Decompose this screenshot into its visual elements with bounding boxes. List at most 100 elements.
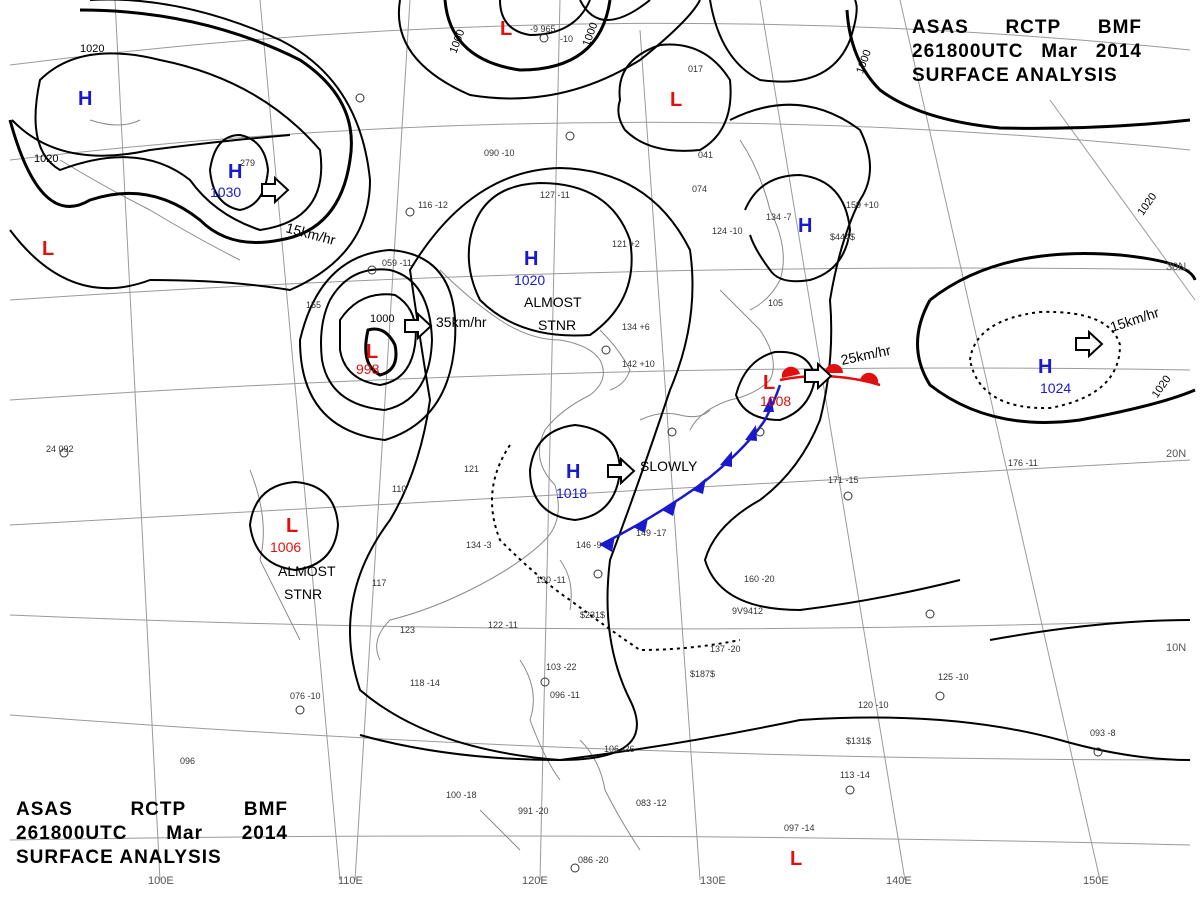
station-reading: 134 -7 [766, 212, 792, 222]
movement-status-line1: ALMOST [278, 563, 336, 579]
lat-label: 10N [1166, 642, 1186, 654]
station-reading: 279 [240, 158, 255, 168]
station-reading: 142 +10 [622, 359, 655, 369]
station-marker [845, 785, 855, 795]
station-marker [601, 345, 611, 355]
warm-front-bump [781, 366, 800, 378]
isobars-thick [8, 0, 1197, 424]
station-reading: 991 -20 [518, 806, 549, 816]
low-center-value: 1006 [270, 539, 301, 555]
station-reading: $187$ [690, 669, 715, 679]
station-reading: 155 [306, 300, 321, 310]
high-center-value: 1030 [210, 184, 241, 200]
station-marker [59, 448, 69, 458]
station-reading: -9 965 [530, 24, 556, 34]
lon-label: 110E [338, 875, 363, 887]
station-reading: 146 -9 [576, 540, 602, 550]
station-reading: 105 [768, 298, 783, 308]
high-center: H [78, 88, 92, 110]
title-office: BMF [243, 799, 288, 820]
title-month: Mar [1041, 41, 1078, 62]
cold-front-triangle [692, 478, 706, 494]
title-product: SURFACE ANALYSIS [16, 847, 222, 868]
title-office: BMF [1097, 17, 1142, 38]
low-center: L [763, 372, 775, 394]
title-station: RCTP [130, 799, 187, 820]
high-center-value: 1018 [556, 485, 587, 501]
station-reading: 100 -18 [446, 790, 477, 800]
arrow-icon [1075, 329, 1104, 359]
station-reading: 122 -11 [488, 620, 518, 630]
station-reading: 083 -12 [636, 798, 667, 808]
station-circles [59, 33, 1103, 873]
station-reading: 110 [392, 484, 406, 494]
station-reading: $131$ [846, 736, 871, 746]
station-marker [295, 705, 305, 715]
title-agency: ASAS [16, 799, 73, 820]
coastlines [59, 119, 784, 851]
title-year: 2014 [241, 823, 288, 844]
movement-status-line1: ALMOST [524, 294, 582, 310]
high-center: H [566, 461, 580, 483]
station-reading: 137 -20 [710, 644, 741, 654]
high-center-value: 1020 [514, 272, 545, 288]
lon-label: 100E [148, 875, 174, 887]
station-reading: -10 [560, 34, 573, 44]
station-reading: 149 -17 [636, 528, 667, 538]
station-reading: 171 -15 [828, 475, 859, 485]
station-marker [843, 491, 853, 501]
cold-front-triangle [633, 518, 648, 533]
station-marker [540, 677, 550, 687]
station-reading: 134 +6 [622, 322, 650, 332]
station-reading: 118 -14 [410, 678, 440, 688]
lon-label: 150E [1083, 875, 1109, 887]
station-marker [593, 569, 603, 579]
movement-speed: 35km/hr [436, 314, 487, 330]
low-center: L [670, 89, 682, 111]
station-reading: 120 -10 [858, 700, 889, 710]
title-datetime: 261800UTC [16, 823, 128, 844]
arrow-icon [804, 361, 833, 391]
station-reading: 074 [692, 184, 707, 194]
title-month: Mar [166, 823, 203, 844]
dashed-isobars [491, 310, 1122, 652]
station-reading: 041 [698, 150, 713, 160]
high-center: H [524, 248, 538, 270]
movement-slowly: SLOWLY [640, 458, 698, 474]
station-reading: 117 [372, 578, 386, 588]
low-center-value: 998 [356, 361, 380, 377]
title-product: SURFACE ANALYSIS [912, 65, 1118, 86]
station-reading: 076 -10 [290, 691, 321, 701]
low-center: L [790, 848, 802, 870]
station-reading: 124 -10 [712, 226, 743, 236]
station-reading: 123 [400, 625, 415, 635]
station-marker [405, 207, 415, 217]
station-marker [565, 131, 575, 141]
title-datetime: 261800UTC [912, 41, 1024, 62]
station-marker [755, 427, 765, 437]
station-marker [570, 863, 580, 873]
warm-front-bump [860, 372, 879, 384]
station-reading: 127 -11 [540, 190, 570, 200]
title-year: 2014 [1095, 41, 1142, 62]
station-reading: 090 -10 [484, 148, 515, 158]
station-marker [667, 427, 677, 437]
lat-label: 20N [1166, 448, 1186, 460]
station-marker [935, 691, 945, 701]
station-reading: 160 -20 [744, 574, 775, 584]
cold-front-triangle [720, 451, 732, 467]
station-reading: 130 -11 [536, 575, 566, 585]
graticule-labels: 30N 20N 10N 100E 110E 120E 130E 140E 150… [148, 261, 1186, 887]
high-center: H [228, 161, 242, 183]
lon-label: 140E [886, 875, 912, 887]
warm-front-bump [825, 364, 843, 373]
pressure-centers: H H 1030 L L 998 H 1020 L 1006 H 1018 L … [42, 18, 1071, 870]
station-reading: 121 [464, 464, 479, 474]
station-reading: $231$ [580, 610, 605, 620]
station-reading: 059 -11 [382, 258, 412, 268]
station-marker [367, 265, 377, 275]
station-reading: 125 -10 [938, 672, 969, 682]
title-agency: ASAS [912, 17, 969, 38]
title-station: RCTP [1005, 17, 1062, 38]
